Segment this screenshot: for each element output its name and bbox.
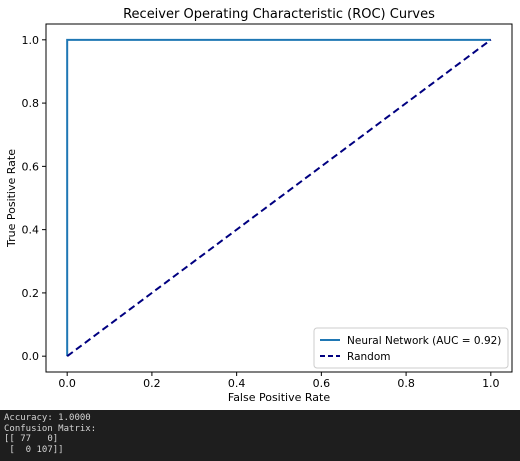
axis-ticks: 0.0 0.2 0.4 0.6 0.8 1.0 0.0 0.2 0.4 0.6 0.8 1.0 <box>22 34 500 390</box>
console-line: Accuracy: 1.0000 <box>4 413 91 423</box>
y-tick-label: 0.8 <box>22 97 40 110</box>
x-tick-label: 0.8 <box>397 377 415 390</box>
console-line: Confusion Matrix: <box>4 423 97 434</box>
legend-label-0: Neural Network (AUC = 0.92) <box>347 335 501 347</box>
legend-label-1: Random <box>347 351 390 363</box>
plot-frame <box>45 23 513 373</box>
y-tick-label: 0.6 <box>22 160 40 173</box>
chart-title: Receiver Operating Characteristic (ROC) … <box>123 7 435 22</box>
y-axis-label: True Positive Rate <box>5 149 18 248</box>
y-tick-label: 0.2 <box>22 287 40 300</box>
console-line: [ 0 107]] <box>4 444 64 455</box>
console-output: Accuracy: 1.0000 Confusion Matrix:[[ 77 0… <box>0 410 520 461</box>
y-tick-label: 0.4 <box>22 224 40 237</box>
legend: Neural Network (AUC = 0.92) Random <box>313 327 509 369</box>
y-tick-label: 1.0 <box>22 34 40 47</box>
x-tick-label: 0.6 <box>313 377 331 390</box>
console-line: [[ 77 0] <box>4 434 59 444</box>
x-axis-label: False Positive Rate <box>228 391 330 404</box>
x-tick-label: 0.0 <box>58 377 76 390</box>
x-tick-label: 0.2 <box>143 377 161 390</box>
x-tick-label: 1.0 <box>482 377 500 390</box>
y-tick-label: 0.0 <box>22 350 40 363</box>
x-tick-label: 0.4 <box>228 377 246 390</box>
roc-figure: Receiver Operating Characteristic (ROC) … <box>5 7 513 404</box>
plot-area <box>45 23 513 373</box>
roc-chart: Receiver Operating Characteristic (ROC) … <box>5 7 513 404</box>
series-line-1 <box>66 39 492 357</box>
legend-box <box>313 327 509 369</box>
series-line-0 <box>66 38 491 357</box>
